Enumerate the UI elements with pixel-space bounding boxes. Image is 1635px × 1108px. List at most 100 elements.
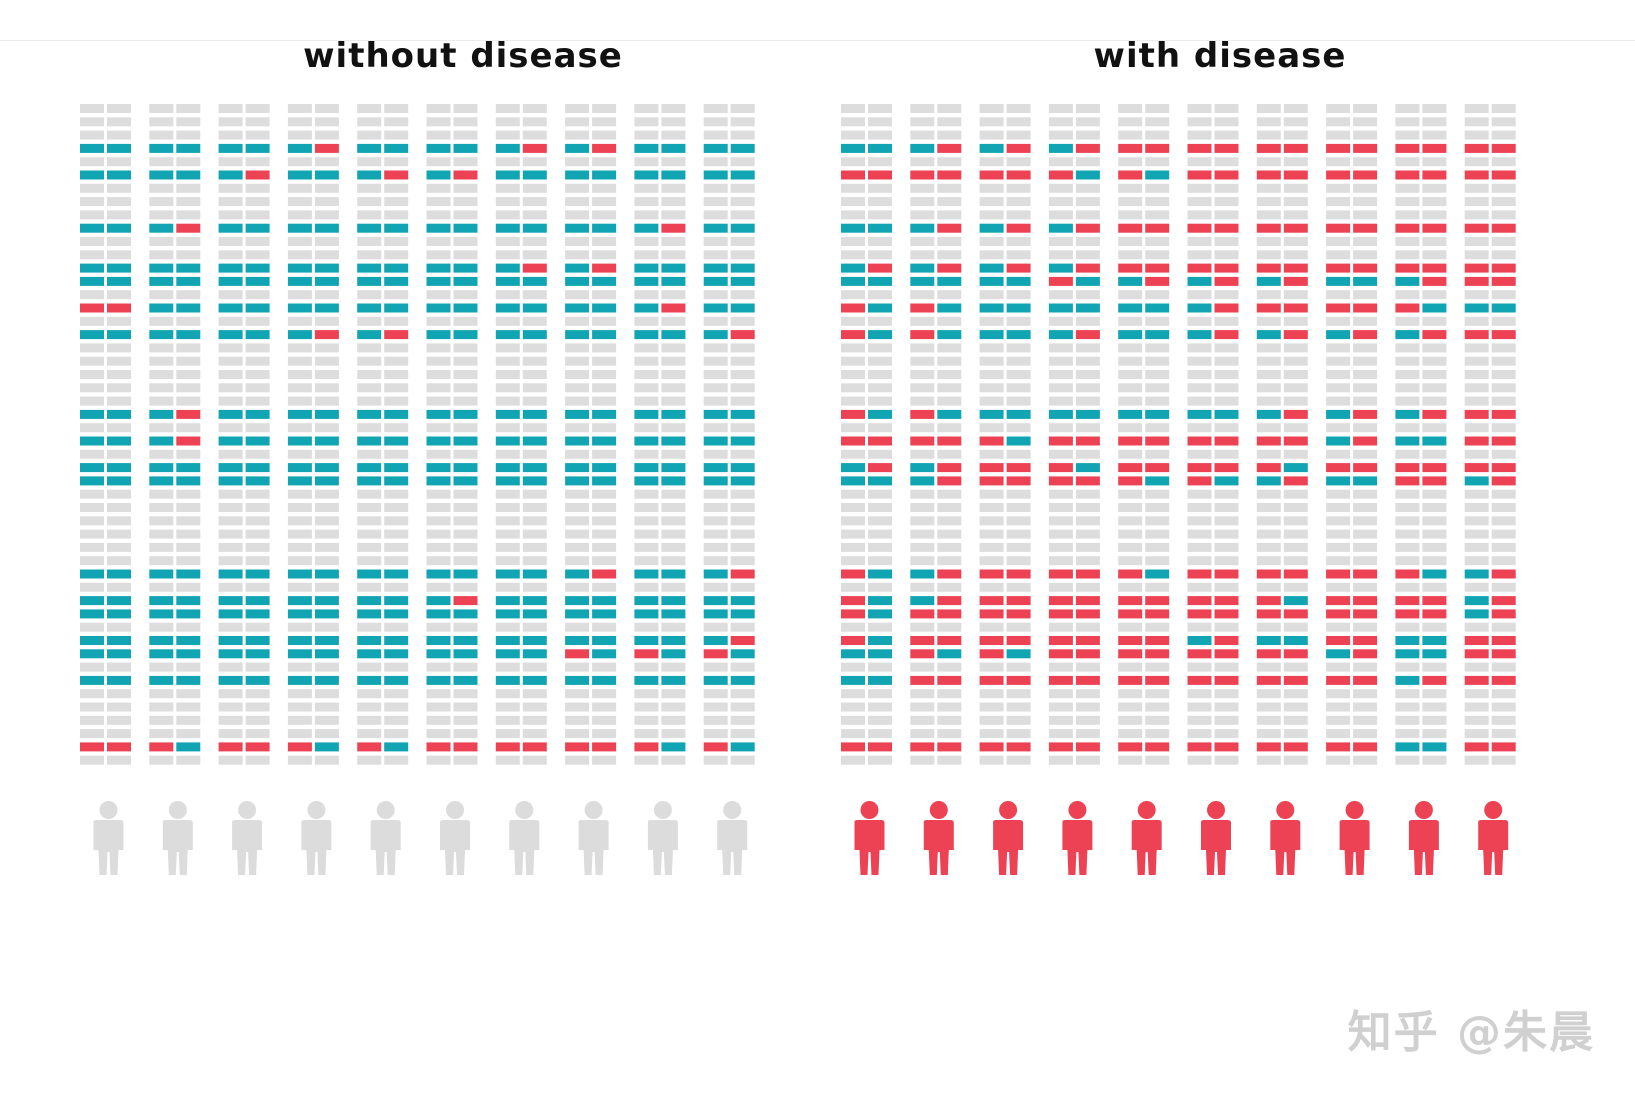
genome-cell [1256,755,1281,765]
variant-cell [107,303,131,313]
genome-cell [1075,130,1100,140]
genome-cell [1491,489,1516,499]
genome-cell [314,582,339,592]
genome-cell [1187,197,1212,207]
genome-cell [107,449,131,459]
variant-cell [426,569,451,579]
genome-cell [841,157,865,167]
genome-cell [1187,729,1212,739]
genome-cell [384,183,409,193]
genome-cell [1118,157,1143,167]
genome-cell [149,104,174,113]
genome-cell [1491,250,1516,260]
genome-cell [634,516,659,526]
variant-cell [218,143,243,153]
genome-cell [592,343,617,353]
person-icon-red [1339,801,1370,875]
variant-cell [1118,649,1143,659]
genome-cell [218,250,243,260]
variant-cell [426,649,451,659]
genome-cell [245,383,270,393]
variant-cell [357,330,382,340]
genome-cell [703,689,728,699]
variant-cell [730,463,755,473]
variant-cell [245,170,270,180]
variant-cell [384,609,409,619]
variant-cell [1256,143,1281,153]
genome-cell [592,237,617,246]
variant-cell [592,170,617,180]
genome-cell [979,356,1004,366]
variant-cell [592,263,617,273]
genome-cell [703,157,728,167]
genome-cell [357,157,382,167]
genome-cell [1118,542,1143,552]
variant-cell [634,742,659,752]
variant-cell [1118,463,1143,473]
genome-cell [522,423,547,433]
genome-cell [314,356,339,366]
genome-cell [1491,343,1516,353]
genome-cell [287,715,312,725]
genome-cell [1075,516,1100,526]
genome-cell [1283,356,1308,366]
variant-cell [979,170,1004,180]
genome-cell [218,423,243,433]
genome-cell [80,542,104,552]
genome-cell [565,356,590,366]
variant-cell [453,330,478,340]
genome-cell [1006,423,1031,433]
variant-cell [495,409,520,419]
genome-cell [1491,237,1516,246]
genome-cell [730,529,755,539]
variant-cell [937,742,962,752]
variant-cell [592,569,617,579]
variant-cell [107,436,131,446]
genome-cell [1214,755,1239,765]
genome-cell [245,542,270,552]
genome-cell [1464,489,1489,499]
genome-cell [634,529,659,539]
genome-cell [1464,250,1489,260]
genome-cell [357,183,382,193]
variant-cell [287,436,312,446]
genome-cell [453,423,478,433]
genome-cell [634,396,659,406]
genome-cell [703,370,728,379]
variant-cell [1214,303,1239,313]
variant-cell [1491,263,1516,273]
variant-cell [80,569,104,579]
genome-cell [245,622,270,632]
genome-cell [1075,210,1100,220]
genome-cell [107,689,131,699]
variant-cell [384,463,409,473]
genome-cell [634,157,659,167]
variant-cell [453,742,478,752]
variant-cell [661,143,686,153]
genome-cell [634,503,659,512]
genome-cell [661,689,686,699]
genome-cell [1187,210,1212,220]
genome-cell [149,197,174,207]
genome-cell [1145,383,1170,393]
genome-cell [384,715,409,725]
genome-cell [979,197,1004,207]
genome-cell [1075,250,1100,260]
genome-cell [149,316,174,326]
genome-cell [730,316,755,326]
genome-cell [841,183,865,193]
genome-cell [937,662,962,672]
genome-cell [1187,316,1212,326]
variant-cell [245,143,270,153]
genome-cell [314,197,339,207]
genome-cell [1422,370,1447,379]
variant-cell [176,436,201,446]
person-genome-column [1464,104,1516,765]
genome-cell [910,130,935,140]
group-with-disease [841,104,1516,875]
variant-cell [703,223,728,233]
genome-cell [1256,183,1281,193]
genome-cell [841,117,865,127]
genome-cell [937,157,962,167]
genome-cell [910,370,935,379]
